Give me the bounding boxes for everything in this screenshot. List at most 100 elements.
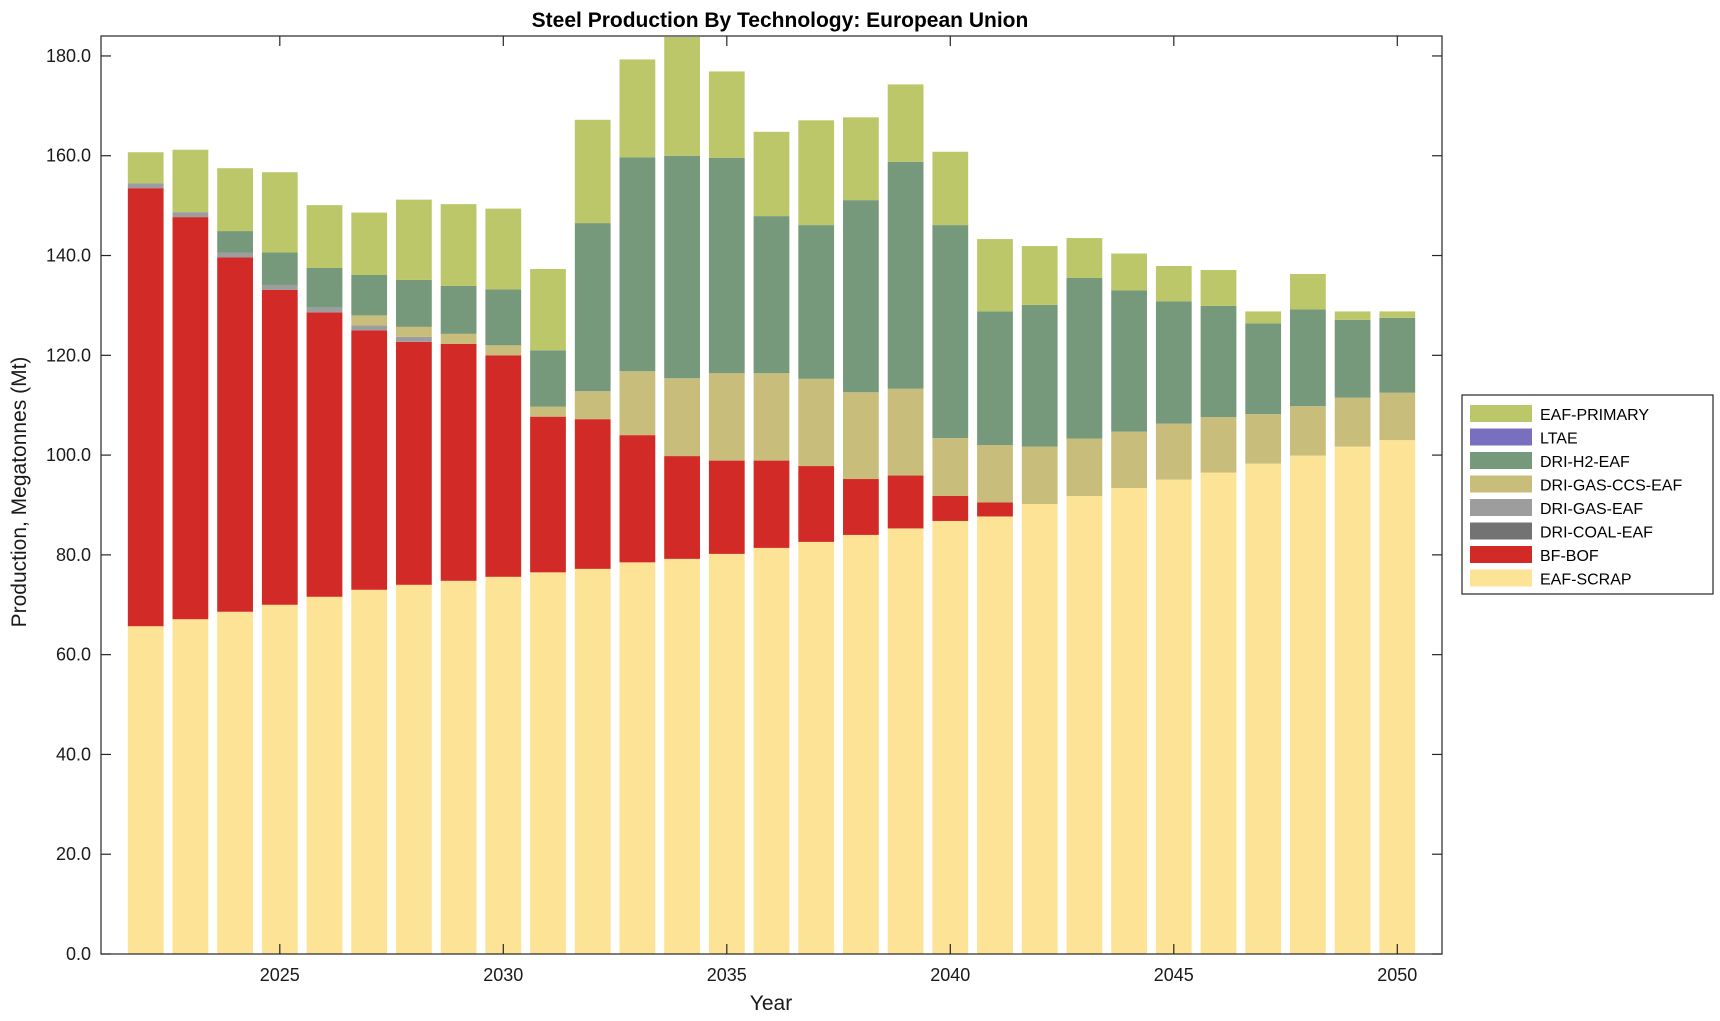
legend-swatch-ltae bbox=[1470, 428, 1532, 446]
bar-segment-dri-h2-eaf-2040 bbox=[932, 225, 969, 439]
legend-swatch-eaf-scrap bbox=[1470, 569, 1532, 587]
bar-segment-eaf-scrap-2036 bbox=[753, 547, 790, 954]
bar-segment-dri-h2-eaf-2033 bbox=[619, 157, 656, 372]
bar-segment-dri-gas-ccs-eaf-2034 bbox=[664, 378, 700, 457]
legend-label-dri-coal-eaf: DRI-COAL-EAF bbox=[1540, 525, 1653, 542]
bar-segment-dri-gas-ccs-eaf-2031 bbox=[530, 406, 566, 417]
bar-segment-eaf-scrap-2043 bbox=[1066, 496, 1103, 954]
bar-segment-dri-h2-eaf-2026 bbox=[306, 267, 343, 308]
bar-segment-eaf-primary-2032 bbox=[574, 119, 611, 224]
bar-segment-eaf-primary-2027 bbox=[351, 212, 388, 275]
bar-segment-bf-bof-2040 bbox=[932, 496, 969, 521]
bar-segment-eaf-primary-2049 bbox=[1334, 311, 1371, 320]
chart-title: Steel Production By Technology: European… bbox=[532, 9, 1029, 32]
bar-segment-eaf-scrap-2032 bbox=[574, 568, 611, 954]
bar-segment-eaf-primary-2022 bbox=[127, 152, 164, 184]
plot-frame bbox=[100, 35, 1443, 955]
bar-segment-dri-h2-eaf-2050 bbox=[1379, 317, 1416, 393]
bar-segment-eaf-primary-2036 bbox=[753, 131, 790, 217]
bar-segment-dri-h2-eaf-2039 bbox=[887, 161, 924, 389]
bar-segment-dri-gas-ccs-eaf-2041 bbox=[977, 445, 1013, 503]
bar-segment-bf-bof-2027 bbox=[351, 330, 388, 590]
bar-segment-eaf-scrap-2037 bbox=[798, 541, 835, 954]
bar-segment-eaf-scrap-2048 bbox=[1290, 455, 1326, 954]
bars-layer bbox=[127, 37, 1416, 954]
legend-swatch-dri-coal-eaf bbox=[1470, 522, 1532, 540]
y-tick-label: 0.0 bbox=[66, 944, 91, 964]
y-tick-label: 40.0 bbox=[56, 744, 91, 764]
bar-segment-bf-bof-2022 bbox=[127, 188, 164, 627]
bar-segment-dri-gas-ccs-eaf-2046 bbox=[1200, 417, 1237, 473]
bar-segment-bf-bof-2039 bbox=[887, 475, 924, 529]
x-tick-label: 2035 bbox=[707, 965, 747, 985]
bar-segment-dri-gas-eaf-2025 bbox=[261, 284, 298, 290]
bar-segment-eaf-primary-2029 bbox=[440, 204, 477, 286]
bar-segment-eaf-primary-2034 bbox=[664, 37, 700, 156]
bar-segment-dri-h2-eaf-2024 bbox=[217, 231, 253, 253]
legend-label-dri-gas-eaf: DRI-GAS-EAF bbox=[1540, 501, 1643, 518]
bar-segment-eaf-scrap-2026 bbox=[306, 596, 343, 954]
bar-segment-eaf-scrap-2049 bbox=[1334, 446, 1371, 954]
bar-segment-eaf-scrap-2025 bbox=[261, 604, 298, 954]
y-tick-label: 160.0 bbox=[46, 146, 91, 166]
bar-segment-eaf-primary-2041 bbox=[977, 239, 1013, 312]
y-tick-label: 60.0 bbox=[56, 645, 91, 665]
bar-segment-eaf-scrap-2038 bbox=[843, 534, 879, 954]
bar-segment-dri-h2-eaf-2034 bbox=[664, 155, 700, 379]
y-tick-label: 100.0 bbox=[46, 445, 91, 465]
bar-segment-eaf-primary-2026 bbox=[306, 205, 343, 268]
bar-segment-dri-gas-eaf-2022 bbox=[127, 183, 164, 189]
legend-label-eaf-primary: EAF-PRIMARY bbox=[1540, 407, 1649, 424]
bar-segment-eaf-primary-2025 bbox=[261, 172, 298, 253]
bar-segment-dri-gas-ccs-eaf-2049 bbox=[1334, 397, 1371, 447]
bar-segment-bf-bof-2026 bbox=[306, 312, 343, 597]
bar-segment-dri-gas-ccs-eaf-2030 bbox=[485, 345, 522, 356]
bar-segment-eaf-scrap-2047 bbox=[1245, 463, 1282, 954]
ticks-layer: 0.0 20.0 40.0 60.0 80.0 100.0 120.0 140.0 160.0 1… bbox=[46, 36, 1442, 985]
bar-segment-bf-bof-2023 bbox=[172, 217, 209, 620]
bar-segment-dri-h2-eaf-2038 bbox=[843, 200, 879, 393]
bar-segment-eaf-primary-2028 bbox=[396, 199, 432, 280]
bar-segment-dri-h2-eaf-2041 bbox=[977, 311, 1013, 446]
legend-swatch-dri-gas-eaf bbox=[1470, 499, 1532, 516]
bar-segment-dri-gas-ccs-eaf-2027 bbox=[351, 315, 388, 326]
bar-segment-dri-gas-eaf-2026 bbox=[306, 307, 343, 313]
bar-segment-eaf-scrap-2027 bbox=[351, 589, 388, 954]
bar-segment-dri-h2-eaf-2042 bbox=[1021, 304, 1058, 447]
bar-segment-eaf-primary-2042 bbox=[1021, 246, 1058, 305]
bar-segment-dri-h2-eaf-2025 bbox=[261, 252, 298, 285]
bar-segment-eaf-scrap-2042 bbox=[1021, 503, 1058, 954]
bar-segment-dri-h2-eaf-2031 bbox=[530, 350, 566, 407]
bar-segment-dri-gas-ccs-eaf-2048 bbox=[1290, 406, 1326, 456]
bar-segment-eaf-primary-2030 bbox=[485, 208, 522, 290]
x-tick-label: 2040 bbox=[930, 965, 970, 985]
bar-segment-dri-h2-eaf-2028 bbox=[396, 279, 432, 327]
bar-segment-dri-gas-ccs-eaf-2045 bbox=[1155, 423, 1192, 480]
bar-segment-dri-gas-eaf-2027 bbox=[351, 325, 388, 331]
legend-label-ltae: LTAE bbox=[1540, 431, 1578, 448]
bar-segment-dri-gas-ccs-eaf-2050 bbox=[1379, 392, 1416, 441]
x-axis-label: Year bbox=[750, 992, 792, 1015]
bar-segment-eaf-primary-2043 bbox=[1066, 238, 1103, 278]
bar-segment-bf-bof-2030 bbox=[485, 355, 522, 577]
bar-segment-dri-h2-eaf-2037 bbox=[798, 225, 835, 379]
legend-swatch-bf-bof bbox=[1470, 546, 1532, 563]
legend-label-dri-gas-ccs-eaf: DRI-GAS-CCS-EAF bbox=[1540, 478, 1682, 495]
x-tick-label: 2030 bbox=[483, 965, 523, 985]
y-tick-label: 140.0 bbox=[46, 246, 91, 266]
bar-segment-bf-bof-2025 bbox=[261, 289, 298, 605]
bar-segment-eaf-primary-2033 bbox=[619, 59, 656, 158]
bar-segment-eaf-primary-2031 bbox=[530, 268, 566, 351]
legend-swatch-dri-gas-ccs-eaf bbox=[1470, 475, 1532, 493]
bar-segment-dri-gas-ccs-eaf-2032 bbox=[574, 391, 611, 420]
bar-segment-dri-h2-eaf-2043 bbox=[1066, 277, 1103, 439]
y-tick-label: 20.0 bbox=[56, 844, 91, 864]
bar-segment-eaf-primary-2024 bbox=[217, 168, 253, 232]
legend-label-dri-h2-eaf: DRI-H2-EAF bbox=[1540, 454, 1630, 471]
bar-segment-dri-gas-ccs-eaf-2037 bbox=[798, 378, 835, 467]
bar-segment-eaf-primary-2045 bbox=[1155, 266, 1192, 302]
bar-segment-eaf-scrap-2040 bbox=[932, 520, 969, 954]
legend-label-eaf-scrap: EAF-SCRAP bbox=[1540, 572, 1632, 589]
bar-segment-eaf-scrap-2033 bbox=[619, 562, 656, 954]
